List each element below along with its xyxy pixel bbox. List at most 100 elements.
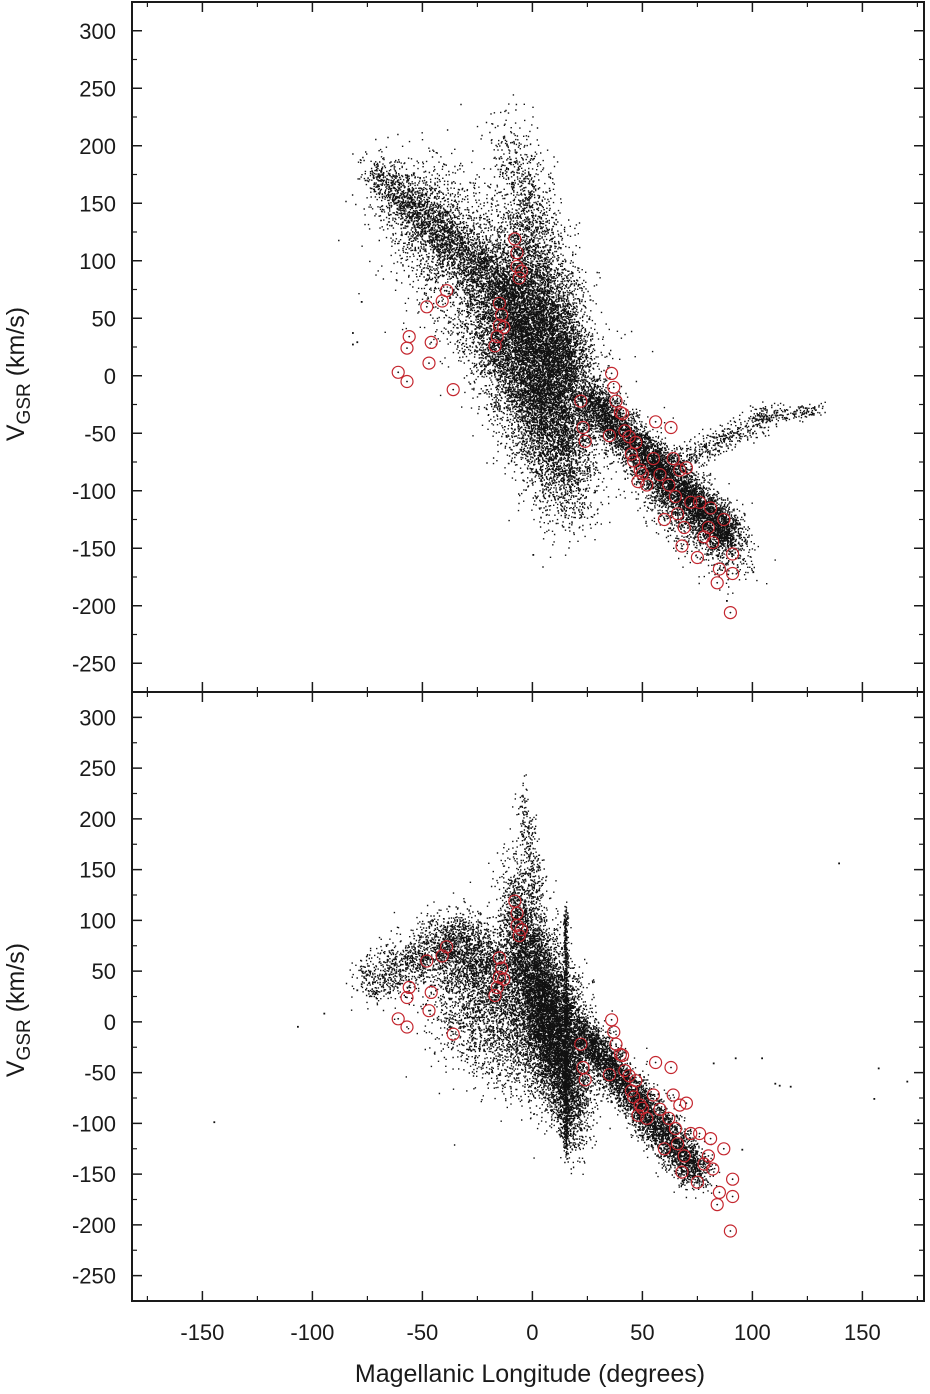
marker-circle [633,1098,647,1112]
marker-circle [488,988,502,1003]
marker-center [641,472,644,475]
bottom-ytick-label: 300 [79,705,116,730]
top-star-marker [578,434,592,448]
marker-center [667,484,670,486]
marker-circle [420,954,434,968]
marker-circle [684,1126,698,1141]
marker-circle [673,1098,687,1112]
bottom-star-marker [657,1142,672,1156]
marker-circle [578,434,592,448]
marker-center [397,1017,400,1020]
marker-center [696,1181,699,1184]
marker-circle [653,1102,667,1116]
marker-center [628,435,631,438]
bottom-star-marker [424,985,438,1000]
marker-center [621,412,624,415]
bottom-star-marker [684,1126,698,1141]
marker-circle [684,495,698,509]
marker-circle [710,576,724,590]
marker-circle [703,501,718,515]
marker-center [683,1155,686,1157]
marker-circle [717,512,731,527]
marker-circle [495,308,509,322]
marker-circle [725,1189,740,1204]
bottom-star-marker [673,1098,687,1112]
marker-center [696,556,699,559]
bottom-star-marker [690,1175,705,1189]
marker-circle [717,1142,731,1156]
xtick-label: -150 [180,1320,224,1345]
marker-circle [664,1060,678,1075]
bottom-straggler-point [761,1057,763,1060]
bottom-star-marker [622,1069,636,1083]
bottom-straggler-point [213,1121,216,1124]
marker-center [582,1066,584,1069]
bottom-star-marker [400,1020,414,1034]
marker-center [676,512,679,515]
marker-center [703,535,705,538]
marker-center [637,1114,639,1117]
bottom-ytick-label: 0 [104,1010,116,1035]
top-star-marker [420,300,434,314]
bottom-star-marker [400,990,414,1005]
top-star-marker [662,478,676,492]
marker-circle [446,1027,460,1041]
top-star-marker [495,308,509,322]
top-star-marker [706,535,720,550]
marker-circle [648,415,663,429]
marker-center [645,484,648,486]
marker-center [518,277,521,279]
marker-center [729,611,732,614]
marker-circle [706,535,720,550]
marker-center [408,986,411,989]
bottom-star-marker [653,1102,667,1116]
bottom-star-marker [677,1149,691,1163]
marker-circle [574,394,588,408]
marker-center [516,912,518,915]
marker-center [674,1127,677,1130]
marker-circle [677,1149,691,1163]
marker-center [652,1094,655,1096]
top-markers-layer [391,232,740,620]
marker-center [674,495,677,498]
marker-center [731,1195,734,1198]
bottom-xtick-labels: -150 -100 -50 0 50 100 150 [180,1320,880,1345]
top-star-marker [664,420,678,435]
marker-center [579,400,582,402]
bottom-ytick-label: 50 [92,959,116,984]
marker-circle [701,520,716,535]
marker-center [672,457,675,460]
top-straggler-point [356,341,359,344]
marker-center [716,1203,719,1206]
top-star-marker [609,394,623,408]
bottom-straggler-point [917,1119,920,1122]
bottom-ticks-layer [132,692,924,1301]
bottom-straggler-point [838,862,840,865]
marker-center [709,1137,712,1140]
marker-circle [712,1185,727,1200]
top-star-marker [633,463,647,477]
marker-circle [512,271,526,285]
marker-circle [424,335,438,349]
marker-center [445,945,448,948]
marker-circle [723,605,738,620]
marker-center [406,347,408,349]
bottom-star-marker [692,1126,707,1141]
bottom-star-marker [712,1185,727,1200]
marker-circle [422,356,436,370]
marker-circle [492,951,506,965]
marker-center [623,430,626,432]
marker-center [452,388,455,391]
marker-center [639,1104,642,1106]
marker-center [681,545,683,547]
marker-circle [692,1126,707,1141]
bottom-star-marker [497,972,511,986]
marker-center [428,1009,430,1012]
marker-center [729,1230,732,1232]
marker-center [406,1026,408,1028]
top-star-points [338,94,826,595]
marker-center [425,960,428,962]
top-star-marker [602,429,617,443]
bottom-star-marker [648,1055,663,1070]
